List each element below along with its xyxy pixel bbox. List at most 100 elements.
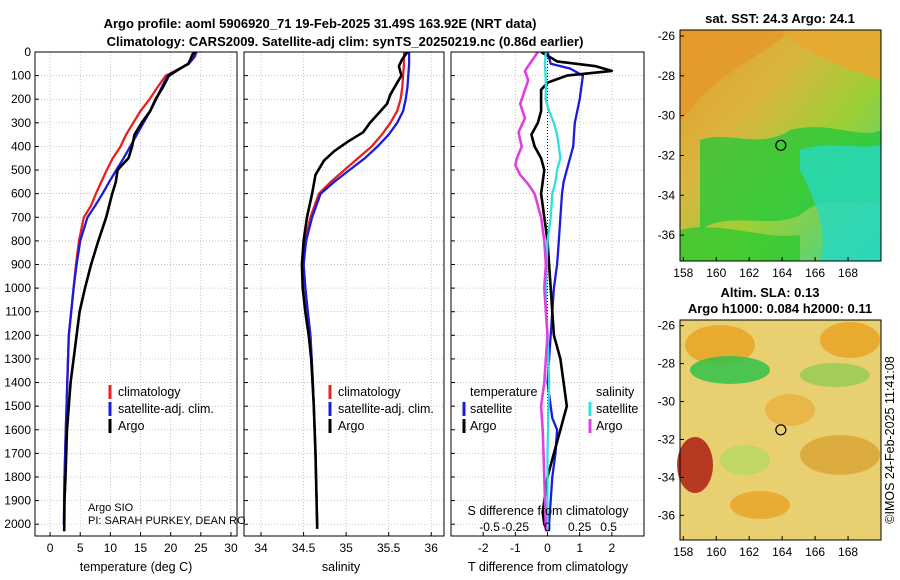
sla-red-eddy	[677, 437, 713, 493]
map-y-tick-label: -34	[658, 188, 676, 202]
chart-title-line2: Climatology: CARS2009. Satellite-adj cli…	[107, 34, 584, 49]
y-tick-label: 400	[11, 139, 31, 153]
x-tick-label: -2	[478, 541, 489, 555]
map-x-tick-label: 168	[838, 266, 858, 280]
map-x-tick-label: 164	[772, 266, 792, 280]
sla-green-eddy	[690, 356, 770, 384]
series-group	[513, 52, 614, 532]
legend-label-sal-argo: Argo	[596, 419, 622, 433]
legend-label-argo: Argo	[338, 419, 364, 433]
legend-header-temperature: temperature	[470, 385, 537, 399]
plot-frame	[34, 51, 238, 537]
map-x-tick-label: 168	[838, 545, 858, 559]
x-tick-label: 36	[425, 541, 439, 555]
map-y-tick-label: -32	[658, 432, 676, 446]
map-x-tick-label: 164	[772, 545, 792, 559]
map-y-tick-label: -30	[658, 109, 676, 123]
secondary-tick-label: 0.5	[600, 520, 617, 534]
legend-label-climatology: climatology	[338, 385, 401, 399]
x-tick-label: 10	[104, 541, 118, 555]
y-tick-label: 100	[11, 69, 31, 83]
salinity-panel: 34 34.5 35 35.5 36	[243, 51, 445, 555]
y-tick-label: 1800	[4, 470, 31, 484]
sst-green-south	[680, 227, 800, 261]
x-tick-label: 25	[194, 541, 208, 555]
sla-green-eddy	[800, 363, 870, 387]
sla-map	[677, 319, 882, 541]
difference-legend: temperature salinity satellite Argo sate…	[462, 385, 638, 433]
map-y-tick-label: -28	[658, 357, 676, 371]
secondary-tick-label: -0.5	[479, 520, 500, 534]
map-y-tick-label: -26	[658, 29, 676, 43]
map-y-tick-label: -32	[658, 148, 676, 162]
sla-map-title-line1: Altim. SLA: 0.13	[721, 285, 820, 300]
sla-orange-eddy	[820, 322, 880, 358]
sla-green-eddy	[720, 445, 770, 475]
temperature-panel: 0 5 10 15 20 25 300100200300400500600700800900…	[4, 45, 238, 555]
secondary-tick-label: 0	[544, 520, 551, 534]
y-tick-label: 1200	[4, 328, 31, 342]
x-tick-label: 34.5	[292, 541, 316, 555]
y-tick-label: 200	[11, 92, 31, 106]
legend-label-climatology: climatology	[118, 385, 181, 399]
y-tick-label: 1500	[4, 399, 31, 413]
temperature-xlabel: temperature (deg C)	[80, 560, 193, 574]
secondary-tick-label: 0.25	[568, 520, 592, 534]
x-tick-label: 20	[164, 541, 178, 555]
legend-label-satellite-clim: satellite-adj. clim.	[338, 402, 434, 416]
map-x-tick-label: 158	[673, 545, 693, 559]
sla-orange-eddy	[765, 394, 815, 426]
map-x-tick-label: 166	[805, 266, 825, 280]
y-tick-label: 300	[11, 116, 31, 130]
y-tick-label: 0	[24, 45, 31, 59]
sst-warm-region-east	[780, 30, 881, 80]
sst-map	[679, 29, 882, 262]
legend-label-satellite-clim: satellite-adj. clim.	[118, 402, 214, 416]
map-y-tick-label: -36	[658, 228, 676, 242]
map-x-tick-label: 160	[706, 545, 726, 559]
y-tick-label: 1100	[5, 305, 31, 319]
y-tick-label: 700	[11, 210, 31, 224]
profile-marker	[775, 139, 787, 151]
difference-secondary-ticks: -0.5 -0.25 0 0.25 0.5	[479, 520, 617, 534]
plot-frame	[243, 51, 445, 537]
y-tick-label: 600	[11, 187, 31, 201]
map-x-tick-label: 162	[739, 545, 759, 559]
difference-panel: -2 -1 0 1 2	[450, 51, 645, 555]
legend-label-argo: Argo	[118, 419, 144, 433]
sla-orange-eddy	[685, 325, 755, 365]
y-tick-label: 2000	[4, 517, 31, 531]
map-y-tick-label: -26	[658, 319, 676, 333]
sst-map-frame	[679, 29, 882, 262]
map-x-tick-label: 160	[706, 266, 726, 280]
legend-label-sal-satellite: satellite	[596, 402, 638, 416]
x-tick-label: 0	[47, 541, 54, 555]
map-y-tick-label: -28	[658, 69, 676, 83]
series-line-argo	[300, 52, 409, 529]
series-group	[62, 52, 198, 532]
series-line-argo	[62, 52, 197, 532]
map-x-tick-label: 158	[673, 266, 693, 280]
legend-label-temp-argo: Argo	[470, 419, 496, 433]
y-tick-label: 800	[11, 234, 31, 248]
salinity-legend: climatology satellite-adj. clim. Argo	[328, 385, 434, 433]
map-x-tick-label: 166	[805, 545, 825, 559]
secondary-tick-label: -0.25	[502, 520, 530, 534]
series-line-satellite-adj-clim-	[302, 52, 411, 525]
y-tick-label: 1900	[4, 494, 31, 508]
legend-label-temp-satellite: satellite	[470, 402, 512, 416]
legend-header-salinity: salinity	[596, 385, 635, 399]
salinity-xlabel: salinity	[322, 560, 361, 574]
x-tick-label: 0	[544, 541, 551, 555]
y-tick-label: 900	[11, 257, 31, 271]
series-group	[300, 52, 411, 529]
x-tick-label: 15	[134, 541, 148, 555]
sla-orange-eddy	[730, 491, 790, 519]
difference-xlabel: T difference from climatology	[468, 560, 629, 574]
temperature-legend: climatology satellite-adj. clim. Argo	[108, 385, 214, 433]
sla-map-frame	[679, 319, 882, 541]
map-y-tick-label: -30	[658, 395, 676, 409]
sst-cool-region	[800, 145, 881, 261]
profile-marker	[775, 424, 787, 436]
